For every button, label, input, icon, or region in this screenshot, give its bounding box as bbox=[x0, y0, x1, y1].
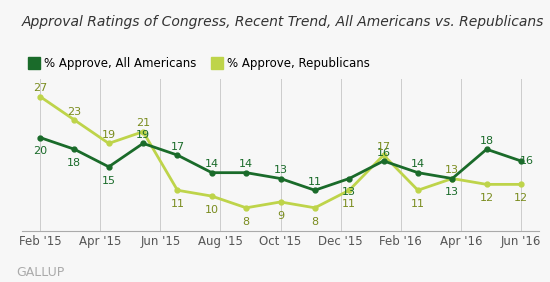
Text: 27: 27 bbox=[33, 83, 47, 93]
Text: 14: 14 bbox=[411, 159, 425, 169]
Text: 19: 19 bbox=[136, 130, 150, 140]
Text: 10: 10 bbox=[205, 205, 219, 215]
Legend: % Approve, All Americans, % Approve, Republicans: % Approve, All Americans, % Approve, Rep… bbox=[28, 58, 370, 70]
Text: 9: 9 bbox=[277, 211, 284, 221]
Text: 11: 11 bbox=[411, 199, 425, 209]
Text: 11: 11 bbox=[170, 199, 184, 209]
Text: 8: 8 bbox=[311, 217, 318, 227]
Text: 17: 17 bbox=[377, 142, 390, 152]
Text: 21: 21 bbox=[136, 118, 150, 128]
Text: 13: 13 bbox=[446, 165, 459, 175]
Text: 18: 18 bbox=[480, 136, 494, 146]
Text: 17: 17 bbox=[170, 142, 184, 152]
Text: 13: 13 bbox=[446, 188, 459, 197]
Text: 8: 8 bbox=[243, 217, 250, 227]
Text: GALLUP: GALLUP bbox=[16, 266, 65, 279]
Text: 19: 19 bbox=[102, 130, 116, 140]
Text: 20: 20 bbox=[33, 146, 47, 157]
Text: 15: 15 bbox=[102, 176, 116, 186]
Text: 12: 12 bbox=[514, 193, 528, 203]
Text: 14: 14 bbox=[205, 159, 219, 169]
Text: 14: 14 bbox=[239, 159, 253, 169]
Text: 11: 11 bbox=[308, 177, 322, 187]
Text: 16: 16 bbox=[377, 147, 390, 158]
Text: 11: 11 bbox=[342, 199, 356, 209]
Text: 16: 16 bbox=[520, 156, 534, 166]
Text: Approval Ratings of Congress, Recent Trend, All Americans vs. Republicans: Approval Ratings of Congress, Recent Tre… bbox=[22, 15, 544, 29]
Text: 13: 13 bbox=[342, 188, 356, 197]
Text: 13: 13 bbox=[273, 165, 288, 175]
Text: 18: 18 bbox=[67, 158, 81, 168]
Text: 23: 23 bbox=[67, 107, 81, 117]
Text: 12: 12 bbox=[480, 193, 494, 203]
